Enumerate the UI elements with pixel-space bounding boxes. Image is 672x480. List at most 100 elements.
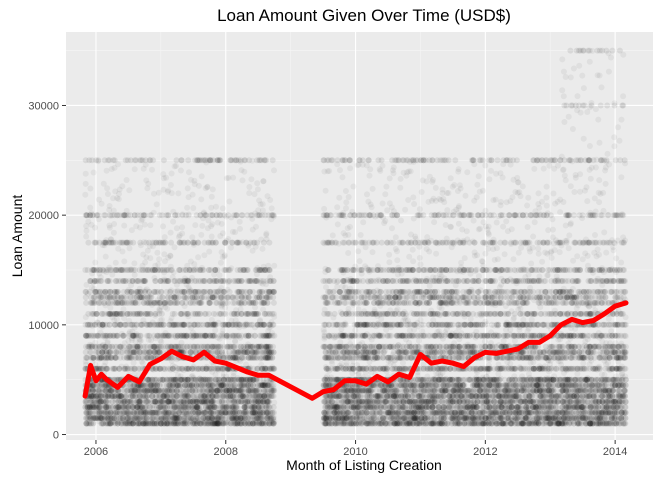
scatter-point (229, 416, 236, 423)
scatter-point (147, 420, 154, 427)
scatter-point (236, 218, 243, 225)
scatter-point (112, 295, 119, 302)
scatter-point (225, 266, 232, 273)
scatter-point (233, 307, 240, 314)
scatter-point (156, 420, 162, 427)
scatter-point (242, 267, 249, 273)
scatter-point (175, 420, 182, 427)
scatter-point (190, 363, 197, 370)
scatter-point (244, 415, 251, 422)
scatter-point (127, 310, 134, 317)
scatter-point (98, 420, 105, 427)
scatter-point (176, 294, 182, 301)
scatter-point (201, 252, 208, 259)
scatter-point (269, 329, 275, 336)
scatter-point (191, 181, 198, 188)
scatter-point (270, 213, 277, 220)
scatter-point (212, 311, 219, 318)
scatter-point (205, 267, 212, 273)
scatter-point (167, 420, 174, 427)
scatter-point (228, 294, 235, 301)
scatter-point (130, 299, 137, 306)
scatter-point (121, 258, 128, 265)
scatter-point (139, 262, 146, 269)
scatter-point (168, 170, 175, 177)
scatter-point (95, 158, 102, 165)
scatter-point (195, 343, 202, 350)
scatter-point (265, 289, 272, 295)
scatter-point (181, 303, 188, 310)
scatter-point (238, 420, 245, 427)
scatter-point (128, 365, 135, 372)
scatter-point (255, 382, 262, 389)
scatter-point (238, 301, 245, 308)
scatter-point (147, 255, 154, 262)
scatter-point (211, 320, 218, 327)
scatter-point (82, 267, 89, 273)
scatter-point (177, 373, 184, 380)
scatter-point (104, 420, 111, 427)
scatter-point (251, 332, 258, 339)
scatter-point (167, 420, 174, 427)
scatter-point (157, 420, 164, 427)
scatter-point (130, 420, 137, 427)
scatter-point (135, 420, 142, 427)
plot-panel (66, 32, 653, 440)
scatter-point (158, 420, 165, 427)
scatter-point (263, 157, 270, 164)
scatter-point (199, 222, 206, 229)
scatter-point (173, 334, 180, 341)
scatter-point (129, 420, 136, 427)
scatter-point (142, 420, 149, 427)
scatter-point (262, 420, 269, 427)
scatter-point (261, 333, 268, 340)
scatter-point (126, 420, 133, 427)
scatter-point (117, 278, 124, 284)
scatter-point (234, 420, 241, 427)
scatter-point (128, 266, 135, 273)
scatter-point (151, 275, 158, 281)
scatter-point (86, 415, 93, 422)
scatter-point (123, 394, 129, 401)
scatter-point (82, 332, 89, 339)
scatter-point (92, 239, 99, 246)
scatter-point (198, 420, 205, 427)
scatter-point (202, 400, 209, 407)
scatter-point (247, 420, 254, 427)
scatter-point (181, 420, 188, 427)
scatter-point (204, 420, 211, 427)
scatter-point (181, 413, 188, 420)
scatter-point (183, 295, 190, 302)
scatter-point (119, 415, 126, 422)
scatter-point (216, 420, 223, 427)
scatter-point (142, 161, 149, 168)
scatter-point (140, 239, 147, 246)
scatter-point (238, 212, 245, 219)
scatter-point (217, 259, 224, 266)
scatter-point (245, 420, 252, 427)
scatter-point (101, 157, 108, 164)
scatter-point (93, 310, 100, 317)
scatter-point (165, 212, 171, 219)
scatter-point (257, 279, 264, 286)
scatter-point (175, 420, 182, 427)
scatter-point (240, 348, 247, 355)
scatter-point (98, 415, 105, 422)
scatter-point (219, 420, 226, 427)
scatter-point (254, 186, 261, 193)
scatter-point (196, 321, 203, 328)
scatter-point (201, 343, 207, 350)
scatter-point (105, 420, 112, 427)
scatter-point (209, 368, 216, 375)
scatter-point (128, 227, 135, 234)
scatter-point (270, 299, 277, 306)
scatter-point (227, 420, 234, 427)
scatter-point (259, 420, 266, 427)
scatter-point (235, 420, 242, 427)
scatter-point (102, 302, 109, 309)
scatter-point (136, 336, 143, 343)
scatter-point (263, 344, 270, 351)
scatter-point (253, 271, 260, 278)
scatter-point (226, 198, 233, 205)
scatter-point (196, 411, 203, 418)
